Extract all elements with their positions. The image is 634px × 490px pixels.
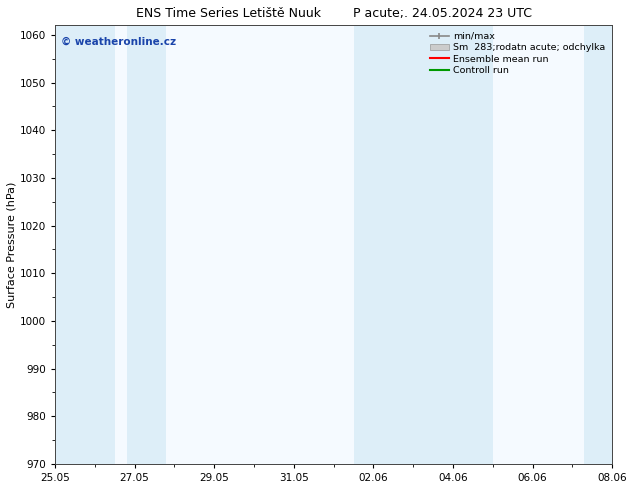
Y-axis label: Surface Pressure (hPa): Surface Pressure (hPa) (7, 181, 17, 308)
Legend: min/max, Sm  283;rodatn acute; odchylka, Ensemble mean run, Controll run: min/max, Sm 283;rodatn acute; odchylka, … (428, 30, 607, 77)
Bar (127, 25, 167, 464)
Bar (433, 25, 493, 464)
Text: © weatheronline.cz: © weatheronline.cz (61, 36, 176, 46)
Title: ENS Time Series Letiště Nuuk        P acute;. 24.05.2024 23 UTC: ENS Time Series Letiště Nuuk P acute;. 2… (136, 7, 532, 20)
Bar (585, 25, 632, 464)
Bar (55, 25, 115, 464)
Bar (354, 25, 433, 464)
